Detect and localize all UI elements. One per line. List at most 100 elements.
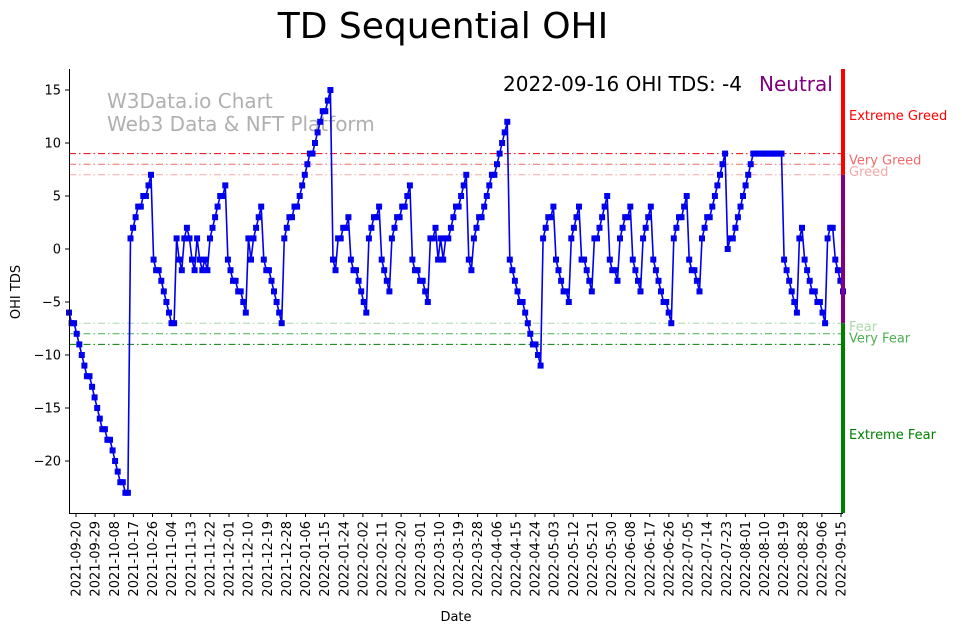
x-tick-label: 2022-03-19 <box>452 521 467 597</box>
x-tick-label: 2021-10-08 <box>108 521 123 597</box>
data-point <box>553 256 559 263</box>
data-point <box>617 235 623 242</box>
x-tick-label: 2021-12-01 <box>223 521 238 597</box>
data-point <box>109 447 116 454</box>
x-tick-label: 2022-02-20 <box>395 521 410 597</box>
data-point <box>450 214 457 221</box>
data-point <box>465 256 472 263</box>
data-point <box>432 224 439 231</box>
data-point <box>740 193 746 199</box>
data-point <box>89 383 96 390</box>
data-point <box>283 224 290 231</box>
data-point <box>332 267 339 274</box>
data-point <box>478 214 485 221</box>
data-point <box>166 309 172 316</box>
x-tick-label: 2022-08-28 <box>796 521 811 597</box>
data-point <box>832 256 839 263</box>
data-point <box>250 235 257 242</box>
data-point <box>327 87 334 93</box>
data-point <box>381 267 388 274</box>
data-point <box>130 224 137 231</box>
data-point <box>504 118 511 125</box>
data-point <box>212 214 219 221</box>
x-tick-label: 2021-12-10 <box>242 521 257 597</box>
y-tick-label: −10 <box>34 349 61 364</box>
data-point <box>301 171 308 178</box>
x-tick-label: 2022-09-15 <box>835 521 850 597</box>
data-point <box>527 330 534 337</box>
data-point <box>668 320 675 327</box>
data-point <box>491 171 498 178</box>
data-point <box>650 256 657 263</box>
data-point <box>511 277 518 284</box>
data-point <box>376 203 383 210</box>
data-point <box>294 203 301 210</box>
data-point <box>624 214 631 221</box>
data-point <box>532 341 539 348</box>
data-point <box>463 171 470 178</box>
data-point <box>414 267 421 274</box>
zone-label: Extreme Fear <box>849 428 937 443</box>
data-point <box>711 193 718 199</box>
data-point <box>568 235 575 242</box>
data-point <box>281 235 288 242</box>
data-point <box>201 256 208 263</box>
data-point <box>563 288 570 295</box>
x-tick-label: 2021-11-13 <box>184 521 199 597</box>
data-point <box>722 150 729 157</box>
data-point <box>550 203 557 210</box>
x-tick-label: 2022-03-28 <box>471 521 486 597</box>
data-point <box>460 182 467 189</box>
data-point <box>663 299 670 305</box>
data-point <box>804 267 811 274</box>
data-point <box>681 203 688 210</box>
data-point <box>729 235 736 242</box>
x-tick-label: 2022-03-01 <box>414 521 429 597</box>
x-tick-label: 2022-06-26 <box>662 521 677 597</box>
data-point <box>368 224 375 231</box>
data-point <box>219 193 226 199</box>
x-tick-label: 2022-08-19 <box>777 521 792 597</box>
data-point <box>289 214 295 221</box>
x-tick-label: 2022-05-03 <box>548 521 563 597</box>
data-point <box>265 267 272 274</box>
x-tick-label: 2022-07-05 <box>682 521 697 597</box>
data-point <box>811 288 818 295</box>
data-point <box>396 214 403 221</box>
x-tick-label: 2022-02-11 <box>376 521 391 597</box>
data-point <box>378 256 385 263</box>
data-point <box>158 277 165 284</box>
data-point <box>353 267 359 274</box>
data-point <box>655 277 662 284</box>
data-point <box>645 214 652 221</box>
data-point <box>819 309 826 316</box>
data-point <box>558 277 565 284</box>
data-point <box>522 309 529 316</box>
data-point <box>691 267 698 274</box>
x-tick-label: 2022-04-06 <box>490 521 505 597</box>
data-point <box>537 362 544 369</box>
data-point <box>406 182 413 189</box>
data-point <box>299 182 306 189</box>
data-point <box>570 224 577 231</box>
zone-label: Fear <box>849 320 878 335</box>
data-point <box>606 256 613 263</box>
data-point <box>296 193 303 199</box>
x-tick-label: 2022-08-10 <box>758 521 773 597</box>
data-point <box>358 288 365 295</box>
data-point <box>445 235 452 242</box>
data-point <box>171 320 178 327</box>
data-point <box>499 140 506 146</box>
data-point <box>273 299 280 305</box>
x-tick-label: 2022-04-24 <box>529 521 544 597</box>
data-point <box>486 182 493 189</box>
data-point <box>322 108 329 115</box>
data-point <box>271 288 277 295</box>
data-point <box>176 256 183 263</box>
data-point <box>458 193 465 199</box>
data-point <box>627 203 634 210</box>
data-point <box>112 458 119 464</box>
watermark: W3Data.io Chart Web3 Data & NFT Platform <box>107 89 375 136</box>
data-point <box>132 214 139 221</box>
data-point <box>640 235 647 242</box>
